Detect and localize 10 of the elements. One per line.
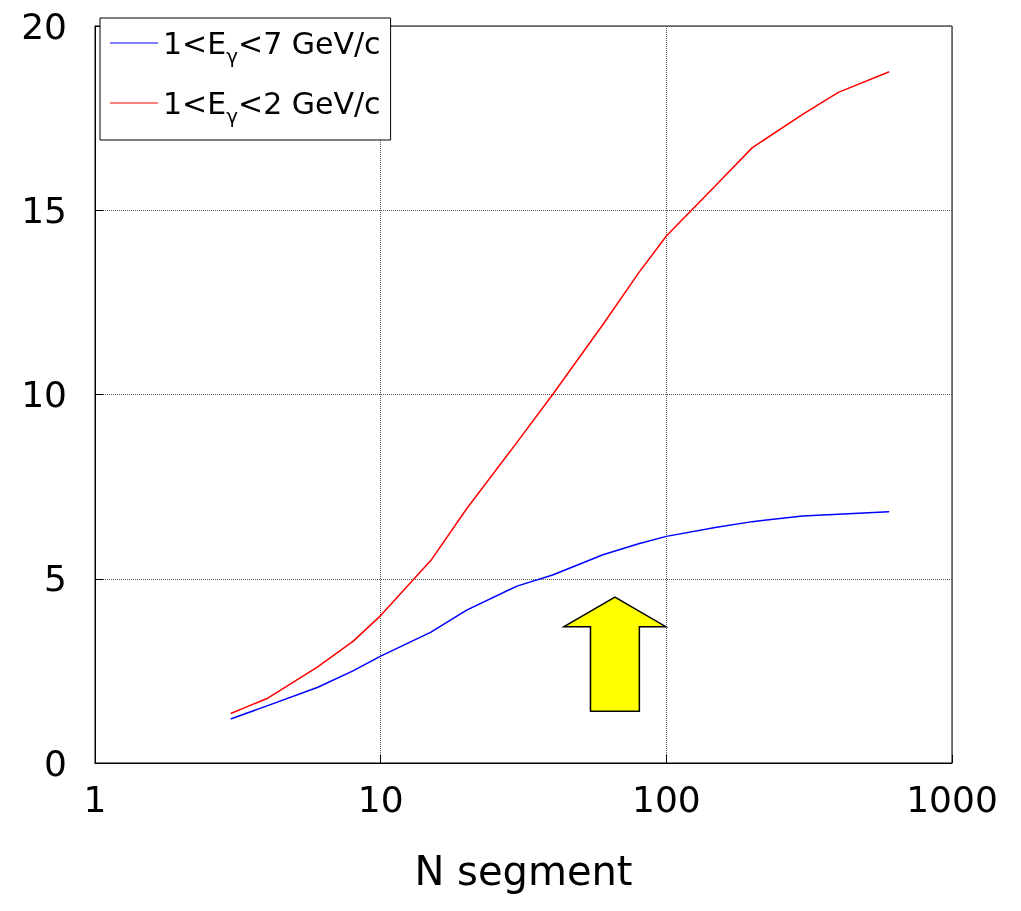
y-tick-label: 20 <box>21 5 67 47</box>
x-axis-title: N segment <box>414 848 633 894</box>
y-tick-label: 10 <box>21 374 67 415</box>
x-tick-label: 1000 <box>906 778 998 820</box>
y-tick-label: 0 <box>44 742 67 784</box>
x-tick-label: 1 <box>83 778 107 820</box>
y-tick-label: 15 <box>21 189 67 231</box>
y-tick-label: 5 <box>44 558 67 600</box>
x-tick-label: 100 <box>631 778 701 820</box>
x-tick-label: 10 <box>357 778 404 820</box>
